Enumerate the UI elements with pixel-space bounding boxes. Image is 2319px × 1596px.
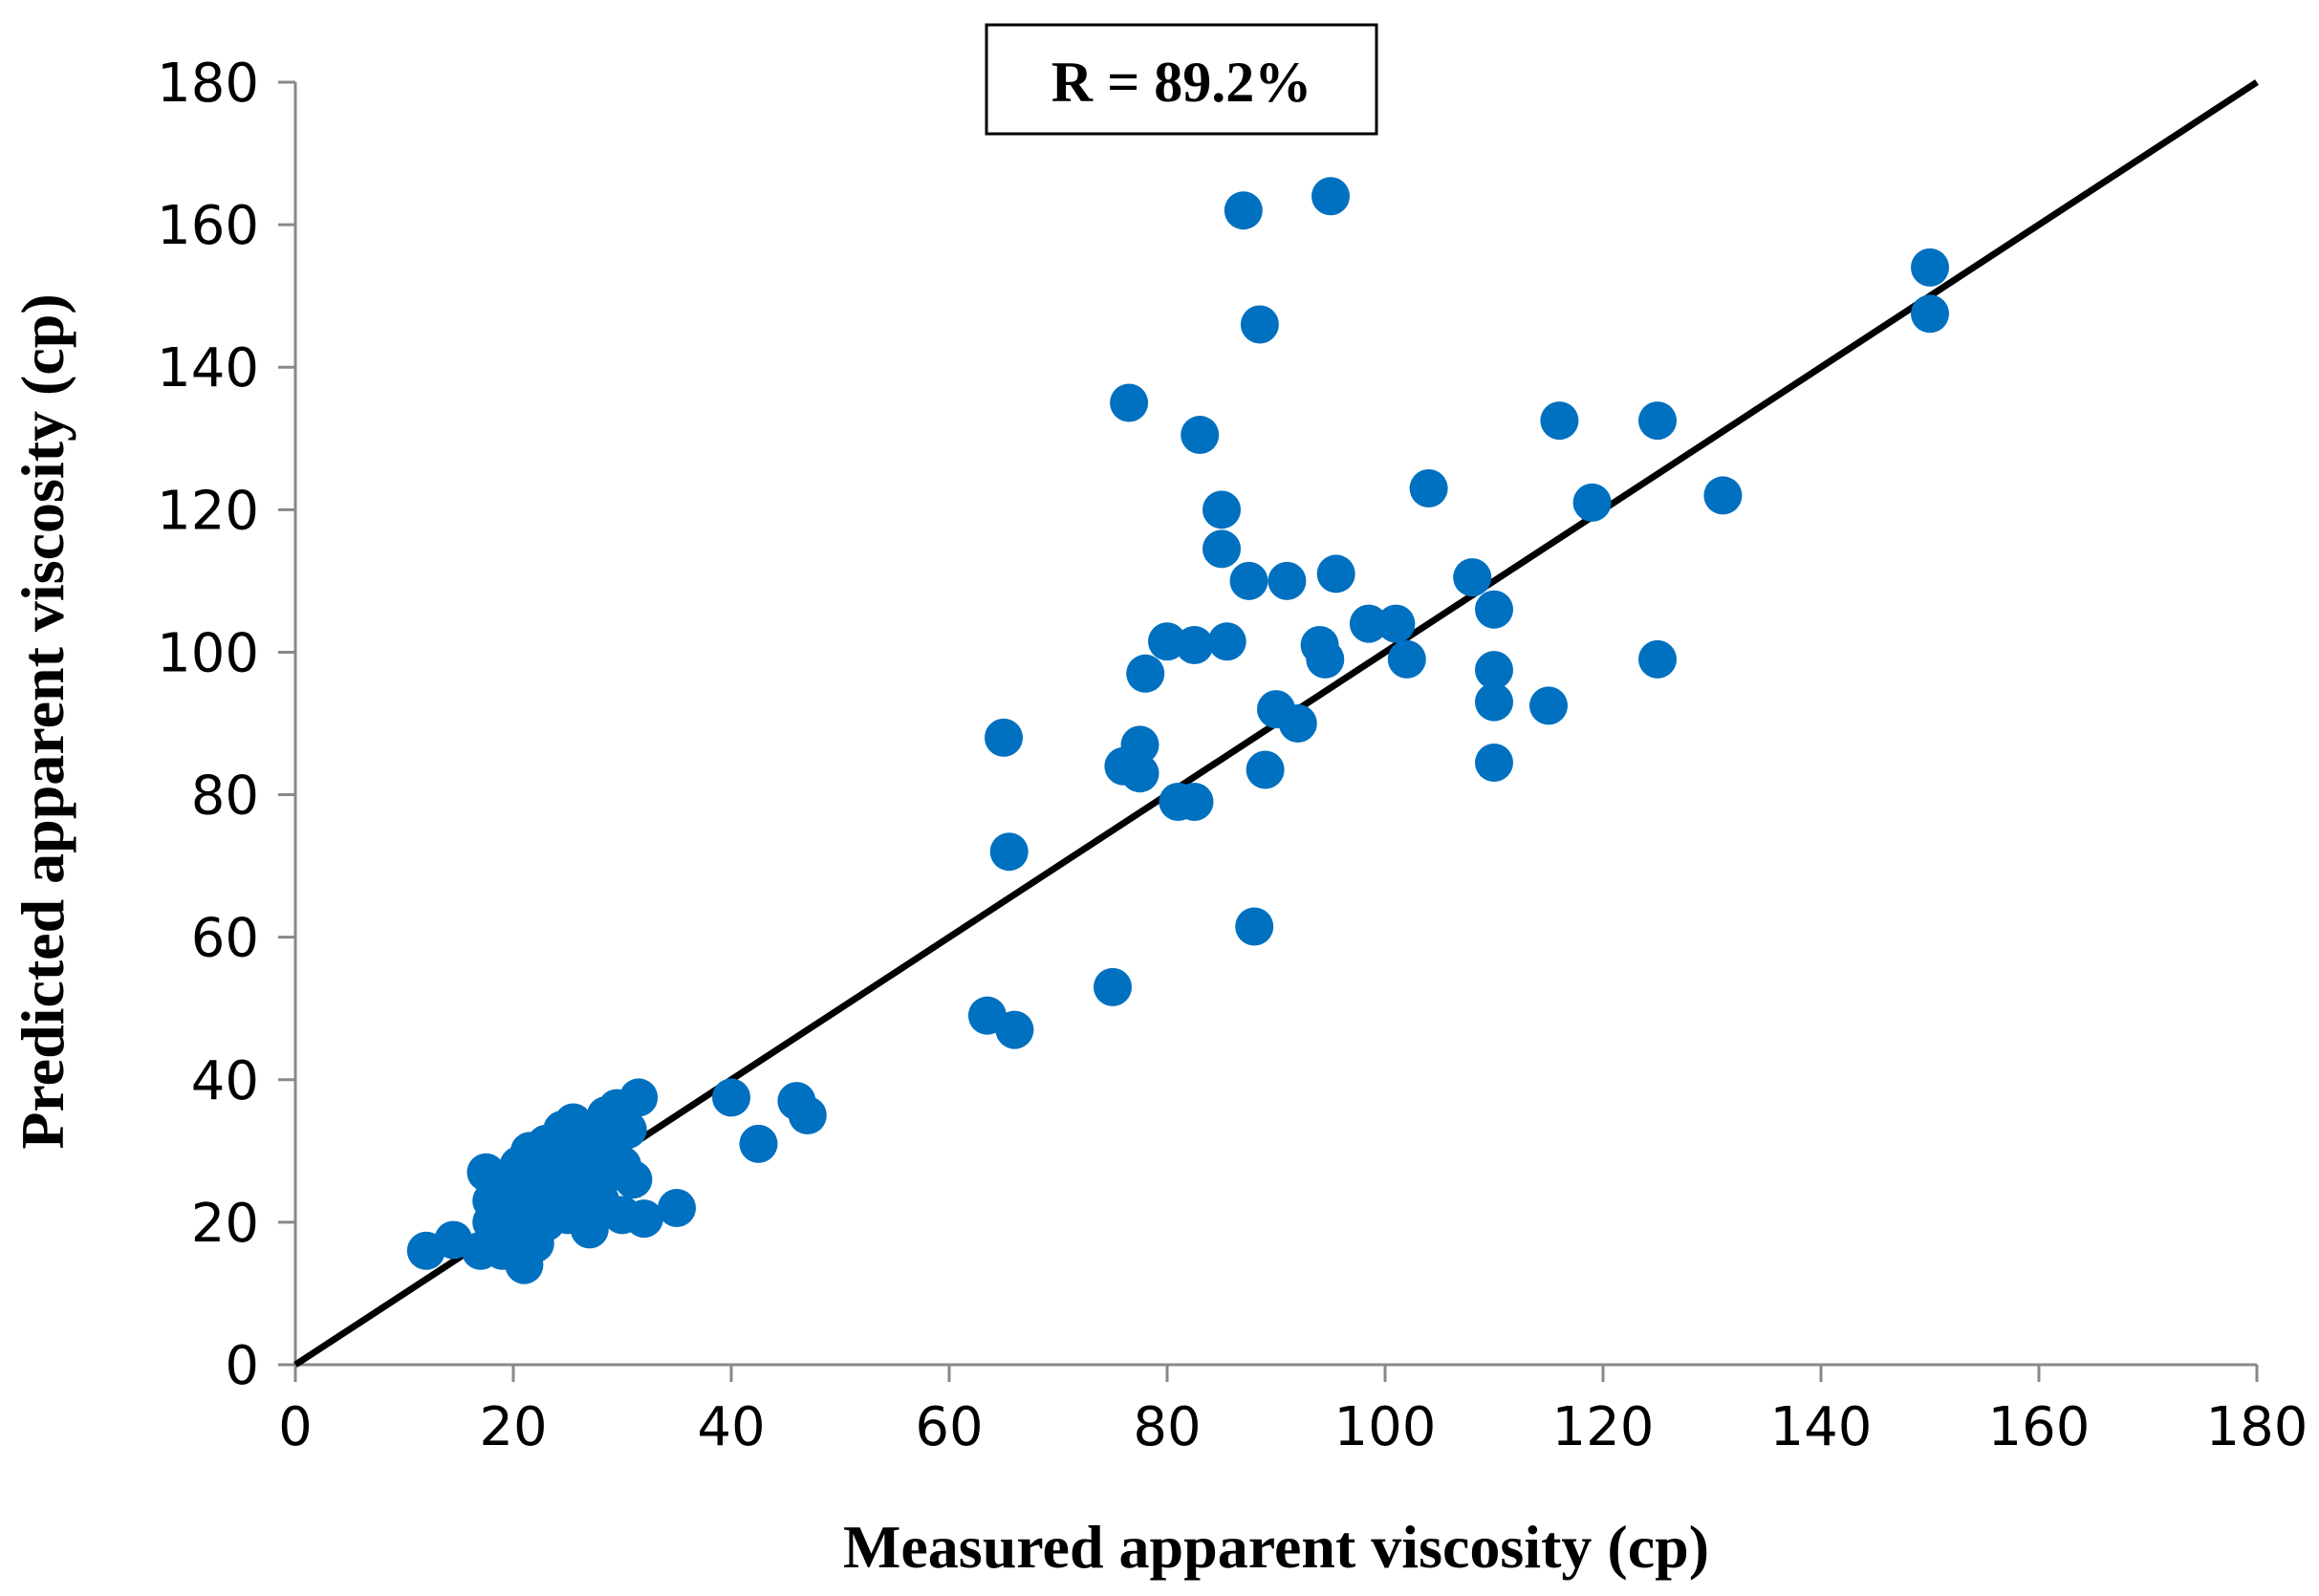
data-point <box>1175 783 1214 822</box>
data-point <box>1240 305 1279 344</box>
data-point <box>788 1096 827 1135</box>
data-point <box>1387 639 1426 679</box>
data-point <box>619 1078 659 1117</box>
data-point <box>1409 468 1448 507</box>
y-tick-label: 40 <box>191 1050 259 1112</box>
y-tick-label: 80 <box>191 766 259 828</box>
data-point <box>1224 191 1263 230</box>
data-point <box>1094 967 1132 1006</box>
data-point <box>1638 639 1677 679</box>
data-point <box>995 1010 1034 1049</box>
x-tick-label: 60 <box>915 1396 983 1458</box>
annotation-text: R = 89.2% <box>1051 51 1312 114</box>
data-point <box>1229 561 1268 600</box>
data-point <box>624 1199 663 1239</box>
data-point <box>1529 686 1568 725</box>
data-point <box>1120 725 1160 765</box>
data-point <box>1349 604 1388 643</box>
data-point <box>1540 401 1579 441</box>
data-point <box>1181 416 1220 455</box>
y-tick-label: 180 <box>157 53 259 115</box>
y-tick-label: 60 <box>191 908 259 970</box>
data-point <box>1475 682 1513 722</box>
data-point <box>1638 401 1677 441</box>
data-point <box>1268 561 1307 600</box>
r-value-annotation: R = 89.2% <box>985 23 1378 136</box>
x-tick-label: 20 <box>479 1396 547 1458</box>
data-point <box>1120 754 1160 793</box>
data-point <box>1126 654 1165 693</box>
y-tick-label: 120 <box>157 480 259 542</box>
x-tick-label: 40 <box>697 1396 765 1458</box>
data-point <box>1475 744 1513 783</box>
data-point <box>1475 590 1513 629</box>
data-point <box>608 1110 647 1149</box>
x-tick-label: 80 <box>1133 1396 1201 1458</box>
annotation-box <box>985 23 1378 136</box>
data-point <box>1911 294 1949 334</box>
data-point <box>712 1078 750 1117</box>
data-point <box>1203 490 1241 529</box>
data-point <box>1453 558 1492 597</box>
data-point <box>614 1160 653 1199</box>
data-point <box>1376 604 1416 643</box>
y-tick-label: 0 <box>225 1335 259 1397</box>
x-tick-label: 180 <box>2206 1396 2308 1458</box>
data-point <box>1203 529 1241 569</box>
data-point <box>989 832 1029 872</box>
y-tick-label: 160 <box>157 195 259 257</box>
data-point <box>1316 554 1355 593</box>
data-points <box>406 177 1949 1284</box>
data-point <box>985 718 1023 757</box>
data-point <box>1246 750 1285 789</box>
data-point <box>1278 704 1317 743</box>
x-tick-label: 100 <box>1334 1396 1437 1458</box>
data-point <box>1911 248 1949 287</box>
y-tick-label: 100 <box>157 622 259 684</box>
data-point <box>1235 907 1274 946</box>
x-tick-label: 160 <box>1988 1396 2091 1458</box>
data-point <box>1311 177 1350 216</box>
data-point <box>1207 622 1246 661</box>
data-point <box>1110 383 1149 422</box>
x-tick-label: 140 <box>1770 1396 1873 1458</box>
data-point <box>658 1188 696 1227</box>
axes: 0 20 40 60 80 100 120 140 160 180 0 20 40 60 80 100 120 1… <box>157 53 2308 1458</box>
data-point <box>1703 476 1743 515</box>
y-tick-label: 20 <box>191 1193 259 1255</box>
data-point <box>1306 639 1345 679</box>
data-point <box>1572 483 1612 522</box>
x-tick-label: 0 <box>278 1396 313 1458</box>
data-point <box>1175 625 1214 664</box>
data-point <box>739 1124 778 1163</box>
y-tick-label: 140 <box>157 337 259 399</box>
x-tick-label: 120 <box>1552 1396 1655 1458</box>
y-axis-title: Predicted apparent viscosity (cp) <box>9 293 76 1149</box>
x-axis-title: Measured apparent viscosity (cp) <box>843 1513 1709 1581</box>
data-point <box>1475 651 1513 690</box>
